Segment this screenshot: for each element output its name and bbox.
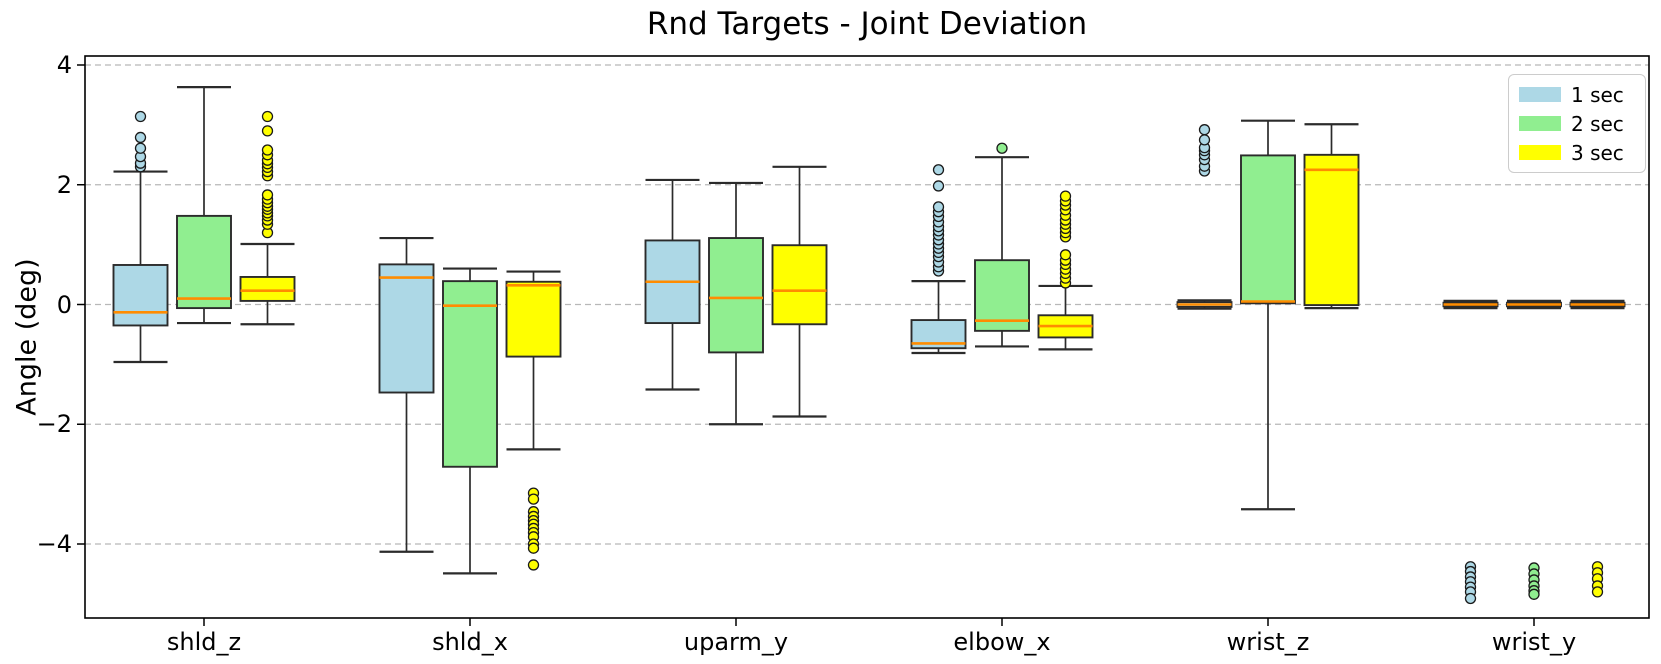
outlier-point [1198,134,1211,146]
x-tick-label-shld_x: shld_x [432,628,508,656]
outlier-point [1464,592,1477,605]
outlier-point [1198,124,1211,136]
box-group-2sec-elbow_x [974,142,1030,348]
chart-title: Rnd Targets - Joint Deviation [646,6,1088,42]
outlier-point [1591,586,1604,598]
legend-item-3sec: 3 sec [1519,140,1635,165]
y-tick-label: −4 [36,530,72,558]
y-tick-label: −2 [36,410,72,439]
outlier-point [996,142,1008,154]
y-tick-label: 2 [56,170,72,199]
legend: 1 sec 2 sec 3 sec [1508,74,1646,173]
y-tick-label: 0 [56,290,72,319]
outlier-point [261,125,274,137]
x-tick-label-wrist_y: wrist_y [1491,628,1577,656]
outlier-point [134,110,147,123]
outlier-point [527,542,540,554]
outlier-point [1059,190,1072,202]
box-group-3sec-elbow_x [1037,190,1094,351]
box-group-3sec-shld_x [505,270,562,571]
box [505,280,562,358]
box [378,263,435,394]
box-group-3sec-wrist_z [1303,123,1360,310]
box [442,280,498,468]
outlier-point [932,180,945,192]
box-group-3sec-wrist_y [1569,299,1626,598]
x-tick-label-shld_z: shld_z [166,628,242,656]
outlier-point [527,559,540,571]
box-group-1sec-elbow_x [910,164,967,355]
box [708,237,764,354]
outlier-point [527,493,540,505]
box-group-1sec-shld_x [378,236,435,553]
legend-item-1sec: 1 sec [1519,82,1635,107]
box [1240,154,1296,305]
legend-label-3sec: 3 sec [1571,140,1624,165]
box-group-1sec-wrist_z [1176,124,1233,310]
legend-item-2sec: 2 sec [1519,111,1635,136]
outlier-point [932,164,945,176]
x-tick-label-elbow_x: elbow_x [953,628,1051,656]
box-group-3sec-shld_z [239,110,296,326]
outlier-point [932,201,945,213]
box-group-1sec-uparm_y [644,178,701,391]
legend-swatch-2sec [1519,116,1561,131]
y-tick-label: 4 [56,51,72,79]
legend-label-2sec: 2 sec [1571,111,1624,136]
outlier-point [1059,249,1072,261]
outlier-point [261,144,274,156]
box [112,264,169,327]
box-group-1sec-shld_z [112,110,169,364]
box-group-2sec-shld_x [442,267,498,575]
x-tick-label-uparm_y: uparm_y [683,628,789,656]
box-group-3sec-uparm_y [771,165,828,418]
box [1303,153,1360,307]
axes-border [84,55,1650,619]
outlier-point [1528,588,1540,600]
box-group-2sec-wrist_y [1506,299,1562,600]
box-group-1sec-wrist_y [1442,299,1499,605]
outlier-point [261,110,274,123]
outlier-point [134,142,147,154]
box [176,214,232,310]
box-group-2sec-wrist_z [1240,119,1296,511]
outlier-point [134,131,147,144]
box [239,276,296,302]
x-tick-label-wrist_z: wrist_z [1226,628,1310,656]
box-group-2sec-shld_z [176,86,232,325]
legend-label-1sec: 1 sec [1571,82,1624,107]
legend-swatch-1sec [1519,87,1561,102]
legend-swatch-3sec [1519,145,1561,160]
box-group-2sec-uparm_y [708,181,764,426]
box [974,259,1030,332]
outlier-point [261,189,274,201]
box [771,244,828,326]
